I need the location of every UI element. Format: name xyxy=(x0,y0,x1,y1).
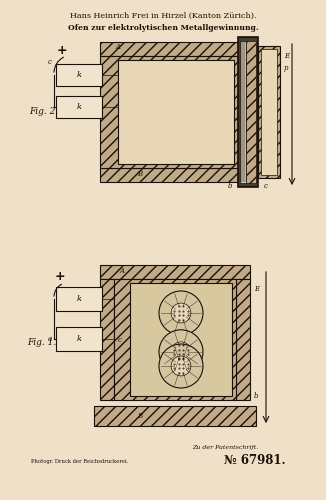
Text: b: b xyxy=(228,182,232,190)
Text: c: c xyxy=(48,58,52,66)
Text: Zu der Patentschrift.: Zu der Patentschrift. xyxy=(192,446,258,450)
Text: k: k xyxy=(76,335,82,343)
Text: a: a xyxy=(48,335,52,343)
Bar xyxy=(236,279,250,400)
Text: Photogr. Druck der Reichsdruckerei.: Photogr. Druck der Reichsdruckerei. xyxy=(31,460,129,464)
Text: E: E xyxy=(254,285,259,293)
Bar xyxy=(261,49,277,175)
Text: +: + xyxy=(57,44,67,57)
Circle shape xyxy=(171,342,191,361)
Text: № 67981.: № 67981. xyxy=(224,454,286,466)
Circle shape xyxy=(171,356,191,376)
Text: Fig. 2.: Fig. 2. xyxy=(29,108,59,116)
Bar xyxy=(100,168,238,182)
Bar xyxy=(100,279,114,400)
Circle shape xyxy=(159,344,203,388)
Bar xyxy=(56,287,102,311)
Circle shape xyxy=(159,330,203,374)
Text: k: k xyxy=(76,71,82,79)
Text: Ofen zur elektrolytischen Metallgewinnung.: Ofen zur elektrolytischen Metallgewinnun… xyxy=(68,24,258,32)
Bar xyxy=(56,327,102,351)
Text: c: c xyxy=(118,336,122,344)
Text: A: A xyxy=(115,43,121,51)
Text: Fig. 1.: Fig. 1. xyxy=(27,338,57,347)
Bar xyxy=(100,56,238,168)
Bar xyxy=(238,37,258,187)
Text: k: k xyxy=(76,103,82,111)
Bar xyxy=(118,60,234,164)
Text: b: b xyxy=(254,392,259,400)
Bar xyxy=(56,64,102,86)
Text: B: B xyxy=(138,412,142,420)
Circle shape xyxy=(171,303,191,323)
Bar xyxy=(258,46,280,178)
Text: E: E xyxy=(284,52,289,60)
Text: +: + xyxy=(55,270,65,283)
Bar xyxy=(56,96,102,118)
Text: Hans Heinrich Frei in Hirzel (Kanton Zürich).: Hans Heinrich Frei in Hirzel (Kanton Zür… xyxy=(70,12,256,20)
Bar xyxy=(114,279,236,400)
Bar xyxy=(94,406,256,426)
Bar xyxy=(100,42,238,56)
Text: c: c xyxy=(264,182,268,190)
Bar xyxy=(246,41,256,183)
Text: A: A xyxy=(120,267,125,275)
Circle shape xyxy=(159,291,203,335)
Text: k: k xyxy=(76,295,82,303)
Bar xyxy=(240,41,246,183)
Text: p: p xyxy=(284,64,289,72)
Bar xyxy=(130,283,232,396)
Text: B: B xyxy=(138,170,142,178)
Bar xyxy=(100,265,250,279)
